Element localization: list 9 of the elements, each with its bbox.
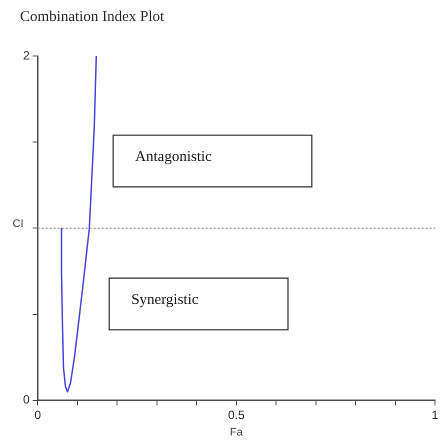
y-axis-title: CI — [12, 218, 24, 230]
x-tick-label: 0 — [34, 408, 42, 422]
chart-title: Combination Index Plot — [20, 8, 165, 25]
y-tick-label: 2 — [22, 48, 30, 62]
x-tick-label: 0.5 — [228, 408, 245, 422]
annotation: Antagonistic — [135, 148, 212, 165]
annotation: Synergistic — [131, 292, 199, 308]
x-tick-label: 1 — [432, 408, 439, 422]
x-axis-title: Fa — [230, 426, 244, 438]
